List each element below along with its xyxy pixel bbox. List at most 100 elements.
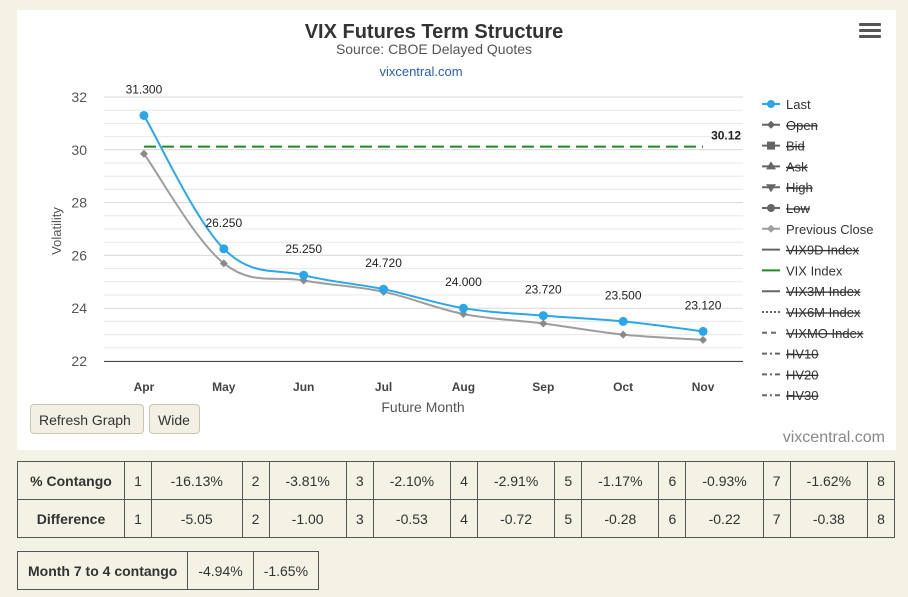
legend-label: VIX3M Index — [786, 284, 861, 299]
last-data-label: 26.250 — [205, 216, 242, 230]
y-axis-title: Volatility — [49, 207, 64, 255]
table-cell: -0.28 — [581, 499, 660, 538]
legend-label: VIX9D Index — [786, 243, 859, 258]
legend-item[interactable]: HV20 — [762, 367, 819, 382]
month-number: 7 — [762, 499, 791, 538]
month-number: 4 — [449, 499, 478, 538]
previous-close-point — [539, 319, 548, 328]
legend-label: HV10 — [786, 347, 819, 362]
x-tick-label: Nov — [692, 380, 715, 394]
table-row: Difference 1 -5.05 2 -1.00 3 -0.53 4 -0.… — [17, 499, 895, 538]
chart-menu-icon[interactable] — [859, 23, 881, 43]
month-number: 6 — [658, 461, 687, 500]
previous-close-point — [219, 259, 228, 268]
table-cell: -0.22 — [685, 499, 764, 538]
legend-item[interactable]: VIX6M Index — [762, 305, 861, 320]
y-tick-label: 26 — [71, 247, 87, 263]
month-7-to-4-table: Month 7 to 4 contango -4.94% -1.65% — [16, 551, 320, 590]
last-data-label: 31.300 — [126, 82, 163, 96]
table-row: % Contango 1 -16.13% 2 -3.81% 3 -2.10% 4… — [17, 461, 895, 500]
x-tick-label: Apr — [134, 380, 155, 394]
legend-item[interactable]: High — [762, 180, 813, 195]
legend-label: VIX6M Index — [786, 305, 861, 320]
table-cell: -0.72 — [476, 499, 556, 538]
chart-panel: VIX Futures Term Structure Source: CBOE … — [17, 10, 896, 450]
last-point — [618, 316, 628, 326]
month-number: 1 — [124, 461, 152, 500]
legend-label: HV30 — [786, 388, 819, 403]
previous-close-point — [699, 335, 708, 344]
legend-item[interactable]: Open — [762, 118, 818, 133]
y-tick-label: 22 — [71, 353, 87, 369]
last-point — [379, 284, 389, 294]
x-axis-title: Future Month — [381, 399, 464, 415]
legend-diamond-icon — [767, 120, 775, 129]
legend-label: VIX Index — [786, 263, 843, 278]
y-tick-label: 24 — [71, 300, 87, 316]
term-structure-chart: VIX Futures Term Structure Source: CBOE … — [49, 21, 873, 415]
subtitle-link[interactable]: vixcentral.com — [379, 64, 462, 79]
legend-item[interactable]: HV30 — [762, 388, 819, 403]
x-tick-label: Jun — [293, 380, 314, 394]
last-point — [299, 270, 309, 280]
x-tick-label: May — [212, 380, 236, 394]
legend-label: HV20 — [786, 367, 819, 382]
month-number: 2 — [241, 499, 270, 538]
row-label: Month 7 to 4 contango — [16, 551, 189, 590]
legend-triangle-icon — [766, 161, 776, 170]
month-number: 2 — [241, 461, 270, 500]
legend-diamond-icon — [767, 224, 775, 233]
table-cell: -0.93% — [685, 461, 764, 500]
legend-label: VIXMO Index — [786, 326, 864, 341]
legend-label: Bid — [786, 139, 805, 154]
legend-item[interactable]: HV10 — [762, 347, 819, 362]
legend-label: High — [786, 180, 813, 195]
legend-item[interactable]: Previous Close — [762, 222, 873, 237]
row-label: % Contango — [17, 461, 125, 500]
table-cell: -2.91% — [476, 461, 556, 500]
month-number: 8 — [867, 461, 895, 500]
last-point — [458, 303, 468, 313]
table-cell: -0.38 — [789, 499, 869, 538]
last-data-label: 24.000 — [445, 275, 482, 289]
y-tick-label: 32 — [71, 89, 87, 105]
credit-text[interactable]: vixcentral.com — [782, 429, 885, 446]
month-number: 6 — [658, 499, 687, 538]
legend-label: Open — [786, 118, 818, 133]
legend-item[interactable]: VIX Index — [762, 263, 843, 278]
table-cell: -5.05 — [151, 499, 243, 538]
vix-index-label: 30.12 — [711, 129, 741, 143]
chart-subtitle: Source: CBOE Delayed Quotes — [336, 41, 532, 57]
legend-triangle-down-icon — [766, 184, 776, 193]
table-row: Month 7 to 4 contango -4.94% -1.65% — [16, 551, 320, 590]
month-number: 3 — [345, 499, 374, 538]
legend-item[interactable]: Ask — [762, 159, 808, 174]
refresh-graph-button[interactable]: Refresh Graph — [30, 404, 144, 434]
row-label: Difference — [17, 499, 125, 538]
month-number: 8 — [867, 499, 895, 538]
last-data-label: 23.720 — [525, 283, 562, 297]
legend-item[interactable]: VIXMO Index — [762, 326, 864, 341]
wide-button[interactable]: Wide — [149, 404, 200, 434]
last-data-label: 24.720 — [365, 256, 402, 270]
legend-item[interactable]: Bid — [762, 139, 805, 154]
legend-square-icon — [767, 141, 775, 150]
legend-item[interactable]: VIX3M Index — [762, 284, 861, 299]
month-number: 5 — [554, 499, 583, 538]
legend-item[interactable]: VIX9D Index — [762, 243, 859, 258]
x-tick-label: Aug — [452, 380, 475, 394]
previous-close-point — [139, 149, 148, 158]
legend-item[interactable]: Last — [762, 97, 811, 112]
legend-label: Last — [786, 97, 811, 112]
legend-label: Ask — [786, 159, 808, 174]
table-cell: -16.13% — [151, 461, 243, 500]
table-cell: -1.17% — [581, 461, 660, 500]
last-point — [139, 110, 149, 120]
month-number: 4 — [449, 461, 478, 500]
legend-label: Previous Close — [786, 222, 873, 237]
chart-title: VIX Futures Term Structure — [305, 21, 564, 43]
last-point — [219, 244, 229, 254]
legend-circle-icon — [767, 204, 775, 212]
legend-label: Low — [786, 201, 810, 216]
legend-item[interactable]: Low — [762, 201, 810, 216]
